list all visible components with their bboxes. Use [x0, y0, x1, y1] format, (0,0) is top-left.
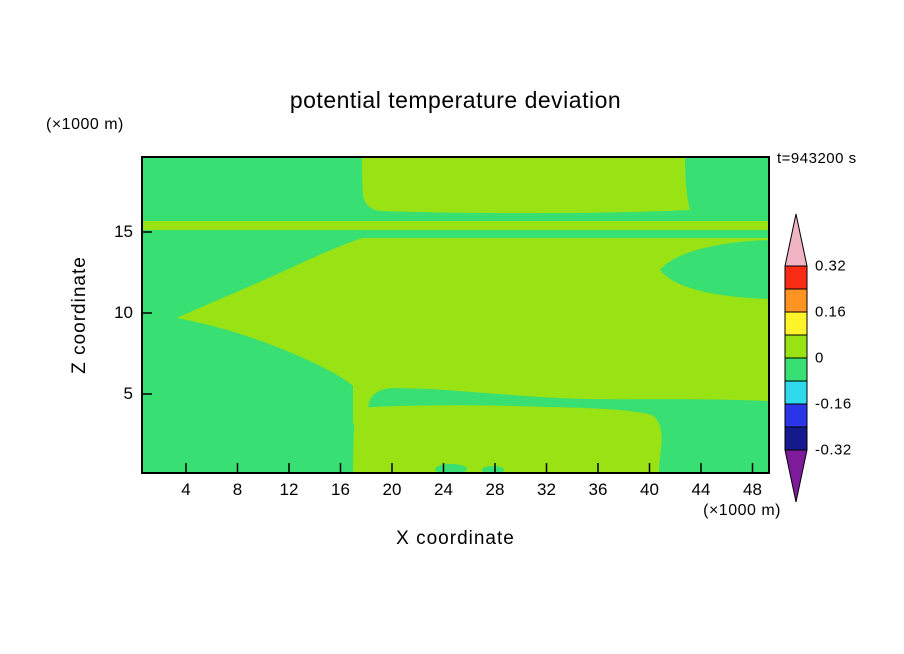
colorbar-tick-label: -0.32 [815, 441, 852, 459]
timestamp-label: t=943200 s [777, 150, 857, 167]
x-tick-label: 16 [331, 480, 350, 499]
colorbar-segment [784, 357, 808, 382]
colorbar-segment [784, 288, 808, 313]
x-tick-label: 28 [485, 480, 505, 499]
colorbar-segment [784, 311, 808, 336]
y-tick-label: 5 [123, 384, 133, 403]
y-tick-labels: 15 10 5 [63, 158, 133, 472]
colorbar-tick-label: -0.16 [815, 395, 852, 413]
plot-area [141, 156, 770, 474]
y-axis-unit: (×1000 m) [46, 116, 124, 133]
colorbar-overflow-top-arrow [784, 213, 808, 267]
colorbar [784, 213, 808, 503]
x-tick-label: 8 [232, 480, 243, 499]
colorbar-segment [784, 426, 808, 451]
x-tick-label: 36 [588, 480, 608, 499]
contour-plot [143, 158, 768, 472]
colorbar-tick-label: 0.16 [815, 303, 847, 321]
x-tick-label: 32 [537, 480, 556, 499]
colorbar-labels: 0.32 0.16 0 -0.16 -0.32 [815, 213, 875, 505]
x-axis-unit: (×1000 m) [703, 502, 781, 519]
x-tick-label: 20 [382, 480, 402, 499]
x-tick-label: 40 [640, 480, 659, 499]
colorbar-segment [784, 334, 808, 359]
contour-region-top-band [362, 158, 690, 214]
y-tick-label: 10 [114, 303, 133, 322]
contour-region-right-tongue [660, 240, 768, 299]
contour-region-central [177, 238, 768, 424]
x-tick-label: 24 [434, 480, 453, 499]
x-tick-label: 48 [743, 480, 762, 499]
y-tick-label: 15 [114, 222, 133, 241]
colorbar-tick-label: 0 [815, 349, 824, 367]
x-axis-label: X coordinate [396, 528, 515, 549]
colorbar-segment [784, 265, 808, 290]
colorbar-segment [784, 380, 808, 405]
contour-pocket-right [482, 466, 504, 472]
x-tick-labels: 4 8 12 16 20 24 28 32 36 40 44 48 [143, 476, 768, 500]
contour-region-lower-band [353, 405, 662, 472]
chart-title: potential temperature deviation [289, 87, 622, 113]
colorbar-tick-label: 0.32 [815, 257, 847, 275]
colorbar-segment [784, 403, 808, 428]
contour-region-stripe [143, 221, 768, 230]
x-tick-label: 4 [181, 480, 191, 499]
x-tick-label: 12 [279, 480, 299, 499]
x-tick-label: 44 [691, 480, 711, 499]
colorbar-overflow-bottom-arrow [784, 449, 808, 503]
